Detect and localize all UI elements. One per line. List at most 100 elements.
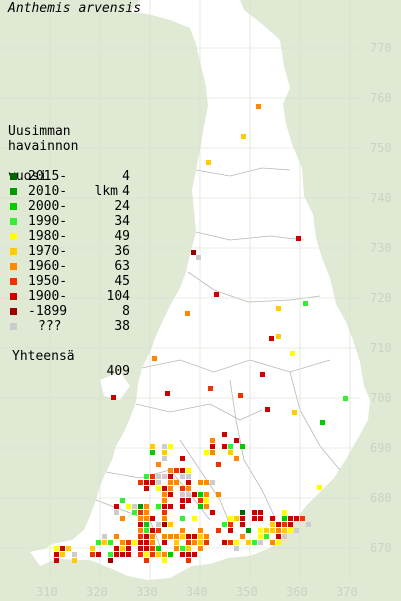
observation-square [156, 504, 161, 509]
observation-square [241, 134, 246, 139]
observation-square [258, 540, 263, 545]
observation-square [240, 510, 245, 515]
observation-square [180, 534, 185, 539]
observation-square [174, 468, 179, 473]
legend: Uusimman havainnon vuosi lkm 2015- 4 2010-… [8, 124, 130, 379]
observation-square [264, 528, 269, 533]
coordinate-grid [0, 0, 360, 582]
observation-square [228, 528, 233, 533]
legend-item-count: 49 [114, 229, 130, 244]
y-tick-label: 770 [370, 41, 392, 55]
observation-square [204, 480, 209, 485]
observation-square [144, 546, 149, 551]
observation-square [168, 474, 173, 479]
observation-square [185, 311, 190, 316]
legend-item-count: 104 [106, 289, 130, 304]
observation-square [204, 450, 209, 455]
observation-square [228, 540, 233, 545]
observation-square [186, 534, 191, 539]
observation-square [156, 546, 161, 551]
legend-swatch [10, 263, 17, 270]
legend-item-label: 1970- [28, 244, 68, 259]
observation-square [120, 498, 125, 503]
legend-rows: 2015- 4 2010- 4 2000- 24 1990- 34 1980- 49 1970- 36… [8, 169, 130, 334]
observation-square [192, 492, 197, 497]
observation-square [282, 510, 287, 515]
observation-square [282, 528, 287, 533]
y-tick-label: 700 [370, 391, 392, 405]
observation-square [114, 510, 119, 515]
observation-square [270, 522, 275, 527]
x-tick-label: 330 [136, 585, 158, 599]
legend-item-label: 1980- [28, 229, 68, 244]
legend-heading-line2: havainnon [8, 139, 79, 154]
observation-square [144, 480, 149, 485]
observation-square [180, 504, 185, 509]
observation-square [198, 480, 203, 485]
observation-square [162, 516, 167, 521]
legend-swatch [10, 218, 17, 225]
legend-heading-columns: vuosi lkm [8, 154, 130, 199]
observation-square [54, 552, 59, 557]
legend-item-label: 1960- [28, 259, 68, 274]
observation-square [138, 510, 143, 515]
observation-square [276, 534, 281, 539]
observation-square [168, 486, 173, 491]
observation-square [168, 504, 173, 509]
observation-square [162, 510, 167, 515]
legend-item: 2010- 4 [8, 184, 130, 199]
map-title: Anthemis arvensis [8, 1, 142, 16]
observation-square [206, 160, 211, 165]
observation-square [162, 522, 167, 527]
observation-square [162, 534, 167, 539]
legend-item-count: 24 [114, 199, 130, 214]
observation-square [198, 534, 203, 539]
observation-square [156, 486, 161, 491]
observation-square [186, 492, 191, 497]
legend-total-label: Yhteensä [12, 349, 75, 364]
observation-square [152, 356, 157, 361]
legend-item-count: 36 [114, 244, 130, 259]
observation-square [240, 534, 245, 539]
observation-square [144, 516, 149, 521]
legend-item-count: 4 [122, 169, 130, 184]
observation-square [180, 528, 185, 533]
observation-square [174, 534, 179, 539]
observation-square [216, 528, 221, 533]
legend-item-count: 8 [122, 304, 130, 319]
observation-square [150, 474, 155, 479]
observation-square [120, 516, 125, 521]
legend-swatch [10, 173, 17, 180]
observation-square [168, 444, 173, 449]
observation-squares [54, 104, 348, 563]
observation-square [306, 522, 311, 527]
observation-square [258, 510, 263, 515]
observation-square [222, 432, 227, 437]
observation-square [111, 395, 116, 400]
legend-item: 1960- 63 [8, 259, 130, 274]
observation-square [290, 351, 295, 356]
observation-square [144, 474, 149, 479]
observation-square [234, 516, 239, 521]
observation-square [234, 546, 239, 551]
observation-square [234, 438, 239, 443]
observation-square [234, 456, 239, 461]
observation-square [165, 391, 170, 396]
observation-square [144, 504, 149, 509]
observation-square [180, 516, 185, 521]
observation-square [294, 516, 299, 521]
observation-square [198, 498, 203, 503]
y-tick-label: 680 [370, 491, 392, 505]
observation-square [144, 552, 149, 557]
legend-item-label: 2000- [28, 199, 68, 214]
observation-square [276, 528, 281, 533]
observation-square [204, 534, 209, 539]
observation-square [72, 558, 77, 563]
observation-square [196, 255, 201, 260]
observation-square [168, 534, 173, 539]
observation-square [238, 393, 243, 398]
observation-square [150, 444, 155, 449]
legend-swatch [10, 308, 17, 315]
observation-square [150, 540, 155, 545]
x-tick-label: 320 [86, 585, 108, 599]
